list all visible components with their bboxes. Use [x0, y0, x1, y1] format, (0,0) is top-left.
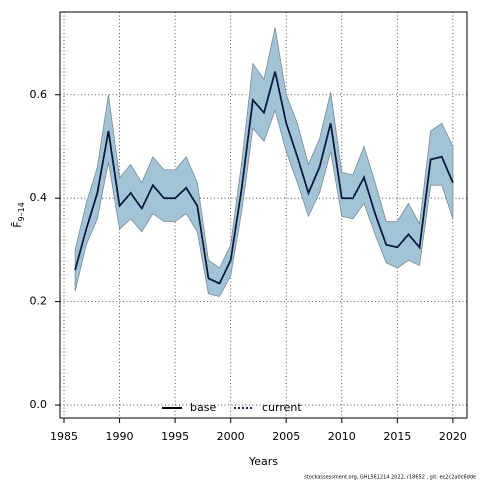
y-tick-label: 0.6	[30, 88, 48, 101]
y-tick-label: 0.4	[30, 191, 48, 204]
y-axis-label: F̄9–14	[11, 202, 26, 228]
legend-label: current	[262, 401, 302, 414]
y-tick-label: 0.0	[30, 398, 48, 411]
x-tick-label: 1990	[106, 430, 134, 443]
legend-label: base	[190, 401, 216, 414]
x-tick-label: 2020	[439, 430, 467, 443]
x-tick-label: 1995	[161, 430, 189, 443]
footnote: stockassessment.org, GHL561214 2022, r18…	[304, 475, 476, 480]
y-tick-label: 0.2	[30, 295, 48, 308]
plot-frame	[59, 11, 468, 419]
confidence-band	[74, 27, 454, 297]
x-tick-label: 2010	[328, 430, 356, 443]
x-tick-label: 2000	[217, 430, 245, 443]
y-axis-symbol: F̄	[11, 221, 24, 227]
x-tick-label: 2005	[272, 430, 300, 443]
x-tick-label: 1985	[50, 430, 78, 443]
series-line	[74, 71, 454, 285]
x-axis-label: Years	[248, 455, 278, 468]
y-axis-subscript: 9–14	[17, 202, 26, 221]
x-tick-label: 2015	[383, 430, 411, 443]
